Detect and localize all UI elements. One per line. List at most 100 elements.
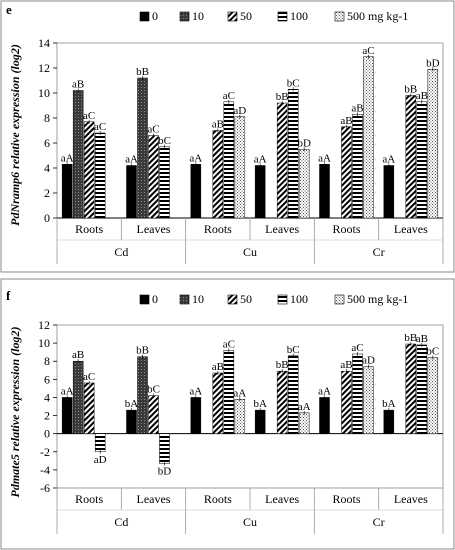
legend-swatch [139, 11, 150, 22]
data-label: aA [382, 154, 395, 166]
data-label: bD [158, 466, 172, 478]
y-tick-label: -6 [40, 481, 50, 495]
x-tick-label: Leaves [394, 492, 428, 506]
legend-swatch [334, 11, 345, 22]
panel-e-letter: e [6, 2, 12, 17]
bar [341, 370, 352, 434]
bar [383, 165, 395, 219]
bar [61, 397, 73, 434]
bar [212, 372, 224, 434]
y-tick-label: 12 [38, 318, 50, 332]
panel-f-plot: -6-4-2024681012aAaBaCaDbAbBbCbDaAaBaCaAb… [38, 318, 444, 534]
y-tick-label: 12 [38, 61, 50, 75]
y-tick-label: -4 [40, 463, 50, 477]
legend-swatch [227, 11, 238, 22]
x-tick-label: Roots [332, 492, 360, 506]
bar [298, 149, 310, 219]
bar [405, 343, 417, 434]
panel-e-ylabel: PdNramp6 relative expression (log2) [8, 44, 22, 226]
data-label: aC [83, 110, 95, 122]
legend-label: 10 [192, 292, 204, 306]
panel-e-plot: 02468101214aAaBaCaCaAbBaCbCaAaBaCaDaAbBb… [38, 36, 444, 264]
x-group-label: Cr [373, 245, 385, 259]
x-tick-label: Leaves [137, 492, 171, 506]
bar [72, 360, 84, 434]
y-tick-label: 6 [44, 372, 50, 386]
bar [298, 412, 310, 434]
bar [383, 409, 395, 434]
y-tick-label: 4 [44, 390, 50, 404]
panel-f-letter: f [6, 288, 11, 303]
y-tick-label: 8 [44, 111, 50, 125]
legend-swatch [179, 11, 190, 22]
bar [159, 433, 170, 464]
legend-label: 10 [192, 9, 204, 23]
data-label: aA [61, 152, 74, 164]
legend-swatch [277, 11, 288, 22]
data-label: aB [340, 115, 352, 127]
data-label: bB [136, 66, 149, 78]
y-tick-label: -2 [40, 445, 50, 459]
data-label: bD [426, 57, 440, 69]
data-label: bA [382, 398, 396, 410]
data-label: aB [72, 349, 84, 361]
data-label: aC [147, 124, 159, 136]
data-label: bB [136, 345, 149, 357]
data-label: aC [223, 338, 235, 350]
bar [341, 126, 352, 219]
bar [416, 101, 428, 219]
y-tick-label: 2 [44, 186, 50, 200]
bar [352, 114, 363, 219]
data-label: aB [351, 102, 363, 114]
legend-label: 500 mg kg-1 [347, 9, 408, 23]
legend-label: 50 [240, 292, 252, 306]
data-label: bD [297, 137, 311, 149]
data-label: aA [254, 154, 267, 166]
data-label: aA [61, 385, 74, 397]
y-tick-label: 0 [44, 427, 50, 441]
data-label: aB [416, 333, 428, 345]
data-label: aB [212, 361, 224, 373]
bar [287, 89, 299, 219]
bar [234, 116, 246, 219]
data-label: aB [340, 359, 352, 371]
y-tick-label: 10 [38, 86, 50, 100]
x-tick-label: Roots [75, 222, 103, 236]
bar [223, 350, 235, 434]
data-label: aA [189, 385, 202, 397]
bar [276, 102, 288, 219]
data-label: aD [362, 355, 375, 367]
data-label: aA [318, 152, 331, 164]
data-label: bB [404, 84, 417, 96]
y-tick-label: 8 [44, 354, 50, 368]
data-label: aD [233, 105, 246, 117]
bar [254, 409, 266, 434]
data-label: bC [147, 384, 160, 396]
y-tick-label: 6 [44, 136, 50, 150]
bar [405, 95, 417, 219]
bar [416, 344, 428, 434]
bar [190, 164, 202, 219]
legend-swatch [139, 294, 150, 305]
data-label: aA [125, 154, 138, 166]
bar [427, 357, 439, 434]
y-tick-label: 2 [44, 409, 50, 423]
panel-e-legend: 0 10 50 100 500 mg kg-1 [139, 9, 408, 23]
panel-f-legend: 0 10 50 100 500 mg kg-1 [139, 292, 408, 306]
data-label: aB [212, 119, 224, 131]
x-tick-label: Leaves [394, 222, 428, 236]
bar [83, 382, 95, 434]
bar [276, 370, 288, 434]
bar [94, 132, 106, 219]
x-tick-label: Leaves [265, 492, 299, 506]
bar [148, 395, 159, 434]
x-group-label: Cu [243, 515, 257, 529]
bar [427, 69, 439, 219]
x-tick-label: Leaves [137, 222, 171, 236]
bar [363, 366, 374, 434]
data-label: bC [287, 77, 300, 89]
data-label: bB [404, 332, 417, 344]
legend-label: 0 [152, 9, 158, 23]
y-tick-label: 4 [44, 161, 50, 175]
